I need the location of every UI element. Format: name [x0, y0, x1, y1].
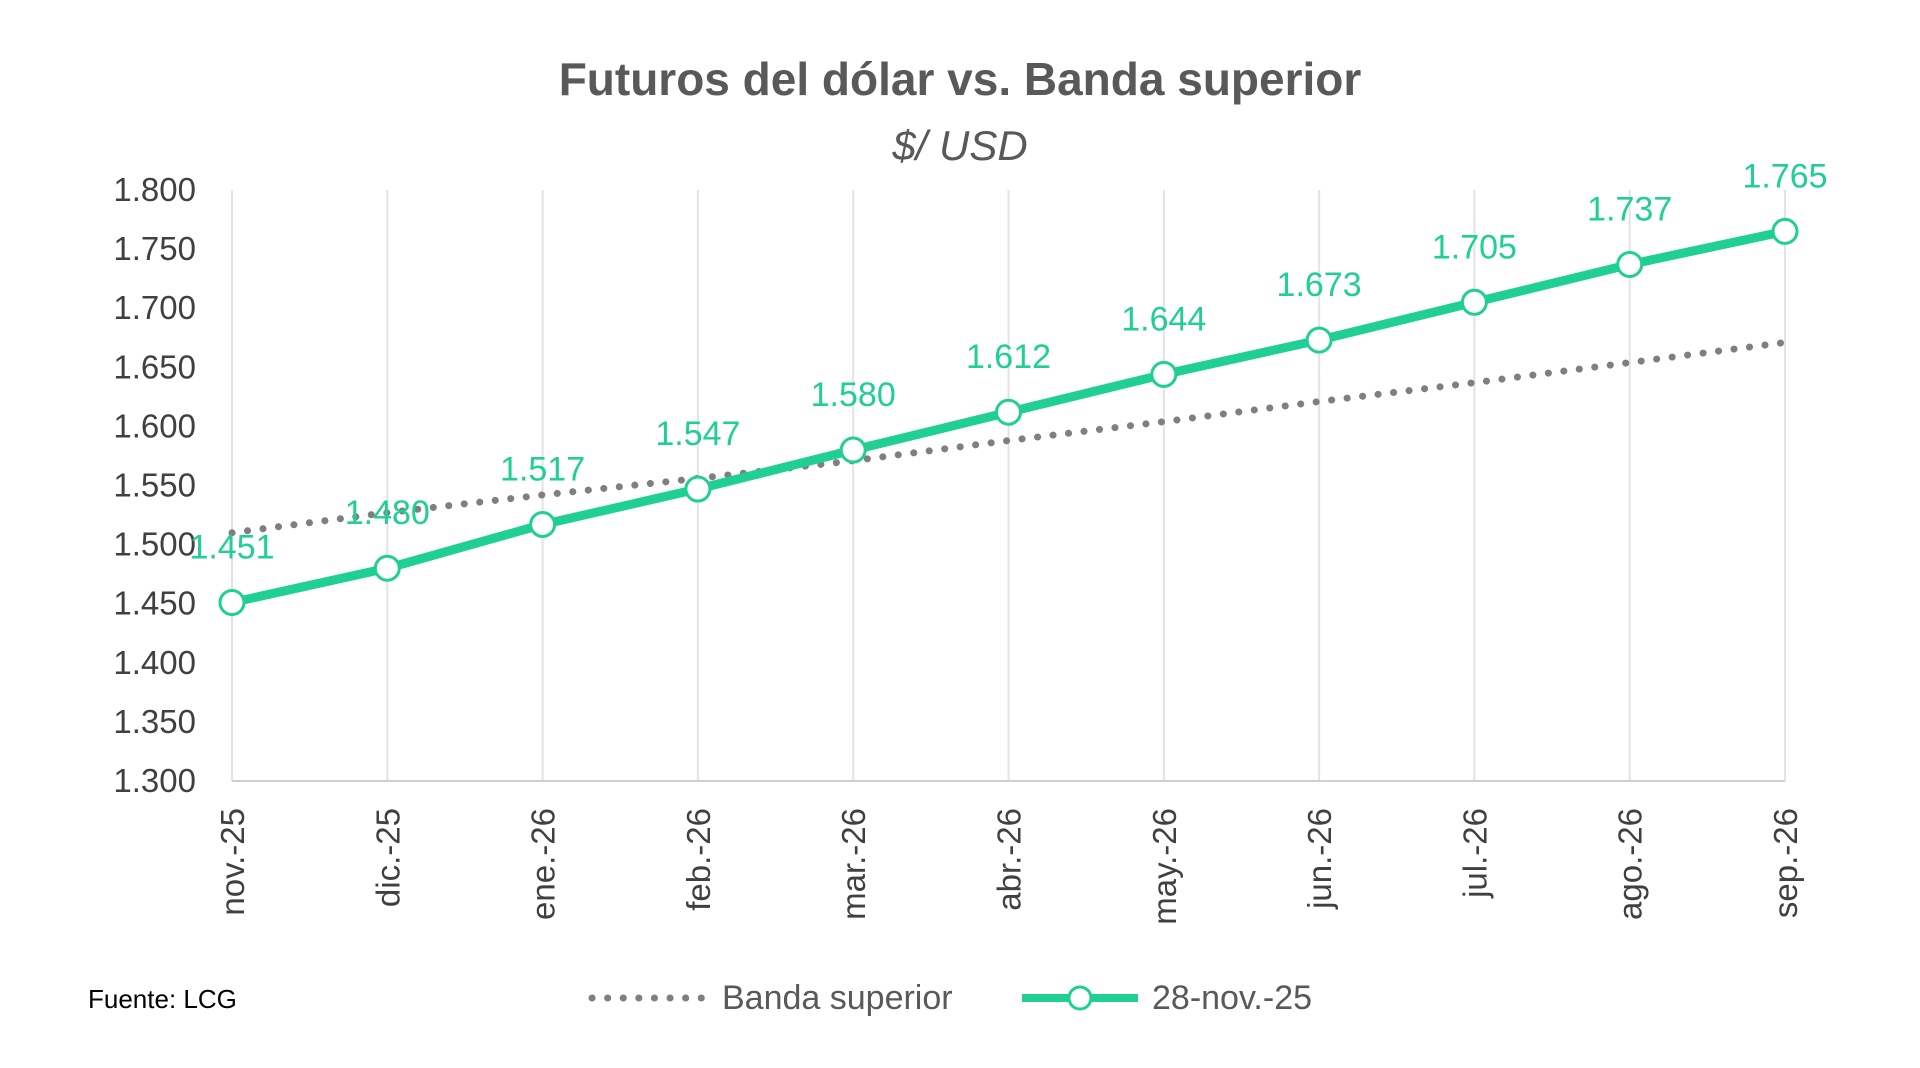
data-label: 1.612	[966, 338, 1051, 376]
x-tick-label: abr.-26	[991, 808, 1028, 911]
source-note: Fuente: LCG	[88, 984, 237, 1014]
x-tick-label: feb.-26	[680, 808, 717, 911]
data-point	[1305, 326, 1333, 354]
y-tick-label: 1.350	[113, 703, 196, 740]
data-point	[1771, 217, 1799, 245]
series-layer	[218, 217, 1799, 617]
chart-subtitle: $/ USD	[892, 122, 1028, 169]
data-point	[218, 589, 246, 617]
x-tick-label: nov.-25	[214, 808, 251, 916]
legend-item-banda-superior: Banda superior	[588, 970, 953, 1026]
legend-label: Banda superior	[722, 978, 953, 1017]
x-tick-label: sep.-26	[1767, 808, 1804, 918]
x-tick-label: may.-26	[1146, 808, 1183, 925]
data-point	[1150, 360, 1178, 388]
x-tick-label: jun.-26	[1301, 808, 1338, 910]
grid-layer	[231, 190, 1786, 781]
y-tick-label: 1.800	[113, 171, 196, 208]
x-tick-label: ago.-26	[1612, 808, 1649, 920]
label-layer: 1.451 1.480 1.517 1.547 1.580 1.612 1.644 1.673…	[189, 157, 1827, 566]
y-tick-label: 1.300	[113, 762, 196, 799]
data-label: 1.673	[1277, 266, 1362, 304]
data-point	[1616, 250, 1644, 278]
data-label: 1.737	[1587, 190, 1672, 228]
legend-item-28-nov-25: 28-nov.-25	[1018, 970, 1312, 1026]
data-point	[684, 475, 712, 503]
data-point	[839, 436, 867, 464]
y-tick-label: 1.700	[113, 289, 196, 326]
data-label: 1.451	[189, 529, 274, 567]
data-label: 1.580	[811, 376, 896, 414]
y-tick-label: 1.650	[113, 348, 196, 385]
legend-dotted-line-icon	[588, 994, 706, 1002]
data-label: 1.644	[1121, 300, 1206, 338]
data-label: 1.517	[500, 451, 585, 489]
data-point	[1460, 288, 1488, 316]
legend-label: 28-nov.-25	[1152, 978, 1313, 1017]
data-label: 1.705	[1432, 228, 1517, 266]
data-point	[529, 511, 557, 539]
series-line-banda-superior	[228, 338, 1789, 537]
legend: Banda superior 28-nov.-25	[0, 970, 1920, 1026]
y-tick-label: 1.600	[113, 407, 196, 444]
y-tick-label: 1.550	[113, 467, 196, 504]
x-tick-label: dic.-25	[369, 808, 406, 907]
y-tick-label: 1.450	[113, 585, 196, 622]
x-tick-label: mar.-26	[835, 808, 872, 920]
data-label: 1.765	[1742, 157, 1827, 195]
y-tick-label: 1.500	[113, 526, 196, 563]
chart-title: Futuros del dólar vs. Banda superior	[558, 53, 1362, 105]
x-tick-label: ene.-26	[525, 808, 562, 920]
y-tick-label: 1.400	[113, 644, 196, 681]
data-label: 1.547	[655, 415, 740, 453]
y-tick-label: 1.750	[113, 230, 196, 267]
x-tick-label: jul.-26	[1456, 808, 1493, 899]
data-point	[995, 398, 1022, 426]
data-label: 1.480	[345, 494, 430, 532]
axis-layer: 1.300 1.350 1.400 1.450 1.500 1.550 1.600 1.650…	[113, 171, 1804, 925]
data-point	[373, 554, 401, 582]
legend-line-marker-icon	[1022, 985, 1138, 1011]
